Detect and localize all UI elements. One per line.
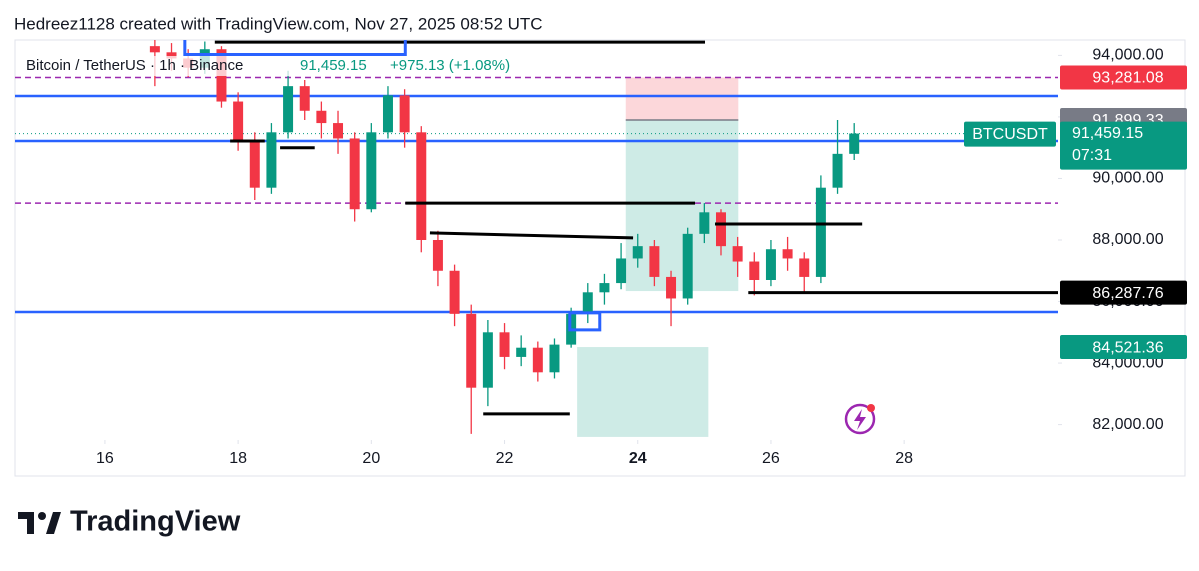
candle-body <box>549 344 560 373</box>
y-tick-label: 90,000.00 <box>1092 170 1163 187</box>
y-tick-label: 94,000.00 <box>1092 47 1163 64</box>
brand-name: TradingView <box>70 506 241 538</box>
price-label: 86,287.76 <box>1092 285 1163 302</box>
candle-body <box>815 187 826 277</box>
price-label: 93,281.08 <box>1092 70 1163 87</box>
current-price-bg <box>1060 121 1187 170</box>
y-tick-label: 88,000.00 <box>1092 231 1163 248</box>
price-label: 84,521.36 <box>1092 339 1163 356</box>
candle-body <box>233 101 244 142</box>
price-label-bg <box>1060 280 1187 305</box>
candle-body <box>616 258 627 284</box>
candle-body <box>366 132 377 210</box>
x-tick-label: 18 <box>229 450 247 467</box>
candle-body <box>299 86 310 111</box>
candle-body <box>765 249 776 280</box>
current-price: 91,459.15 <box>1072 125 1143 142</box>
candle-body <box>682 233 693 299</box>
x-tick-label: 16 <box>96 450 114 467</box>
candle-body <box>249 141 260 188</box>
position-box <box>577 347 709 437</box>
countdown: 07:31 <box>1072 147 1112 164</box>
alert-icon <box>844 403 876 435</box>
candle-body <box>482 332 493 388</box>
candle-body <box>266 132 277 188</box>
candle-body <box>715 212 726 247</box>
candle-body <box>283 86 294 133</box>
candle-body <box>732 246 743 262</box>
candle-body <box>782 249 793 259</box>
legend: Bitcoin / TetherUS · 1h · Binance 91,459… <box>22 56 542 76</box>
drawn-line <box>429 231 634 240</box>
x-tick-label: 20 <box>362 450 380 467</box>
legend-symbol: Bitcoin / TetherUS · 1h · Binance <box>26 57 243 74</box>
axes: 82,000.0084,000.0086,000.0088,000.0090,0… <box>96 47 1187 467</box>
candle-body <box>532 347 543 373</box>
candle-body <box>666 276 677 299</box>
price-label-bg <box>1060 65 1187 90</box>
x-tick-label: 24 <box>629 450 647 467</box>
position-box <box>625 120 739 292</box>
price-label-bg <box>1060 335 1187 360</box>
candle-body <box>466 313 477 388</box>
candle-body <box>349 138 360 210</box>
candle-body <box>432 240 443 271</box>
candle-body <box>832 153 843 188</box>
legend-price: 91,459.15 <box>300 57 367 74</box>
legend-change: +975.13 (+1.08%) <box>390 57 510 74</box>
x-tick-label: 22 <box>496 450 514 467</box>
symbol-tag-bg <box>964 121 1056 147</box>
candle-body <box>799 258 810 277</box>
candle-body <box>416 132 427 240</box>
candle-body <box>166 52 177 59</box>
legend-bg <box>22 56 542 76</box>
position-box <box>625 77 739 121</box>
candle-body <box>649 246 660 277</box>
drawn-line <box>568 311 602 332</box>
candle-body <box>382 95 393 133</box>
candle-body <box>749 261 760 280</box>
x-tick-label: 28 <box>895 450 913 467</box>
candle-body <box>149 46 160 53</box>
candle-body <box>699 212 710 234</box>
symbol-tag: BTCUSDT <box>972 126 1048 143</box>
candle-body <box>316 110 327 124</box>
candle-body <box>849 133 860 154</box>
candle-body <box>399 95 410 133</box>
y-tick-label: 82,000.00 <box>1092 416 1163 433</box>
candle-body <box>599 283 610 293</box>
brand-logo: TradingView <box>18 506 241 538</box>
candle-body <box>333 123 344 139</box>
candle-body <box>449 270 460 314</box>
header: Hedreez1128 created with TradingView.com… <box>14 14 543 33</box>
candle-body <box>499 332 510 357</box>
drawn-line <box>183 40 407 56</box>
candle-body <box>516 347 527 357</box>
candle-body <box>582 292 593 314</box>
plot <box>15 40 1058 437</box>
x-tick-label: 26 <box>762 450 780 467</box>
candle-body <box>632 246 643 259</box>
